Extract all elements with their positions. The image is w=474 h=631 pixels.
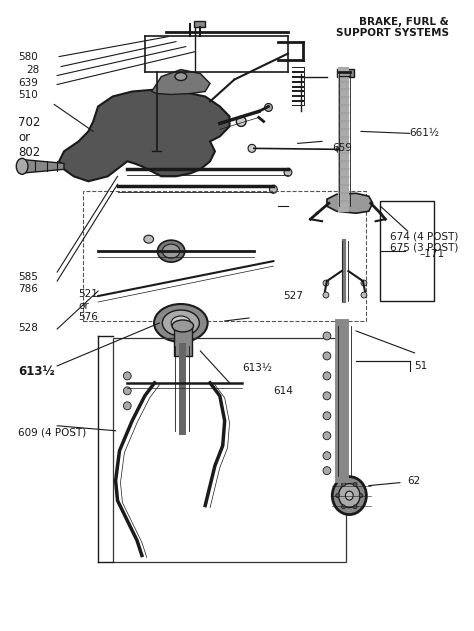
Bar bbox=[381, 201, 434, 301]
Text: 609 (4 POST): 609 (4 POST) bbox=[18, 428, 86, 438]
Text: 613½: 613½ bbox=[242, 363, 272, 373]
Text: 62: 62 bbox=[408, 476, 421, 486]
Bar bbox=[83, 191, 366, 321]
Circle shape bbox=[353, 482, 357, 487]
Circle shape bbox=[359, 493, 363, 498]
Polygon shape bbox=[152, 69, 210, 95]
Text: 51: 51 bbox=[415, 361, 428, 371]
Bar bbox=[113, 338, 346, 562]
Text: SUPPORT SYSTEMS: SUPPORT SYSTEMS bbox=[336, 28, 449, 38]
Polygon shape bbox=[20, 160, 64, 174]
Ellipse shape bbox=[346, 491, 353, 500]
Text: 585: 585 bbox=[18, 272, 38, 282]
Circle shape bbox=[123, 372, 131, 380]
Text: 639: 639 bbox=[18, 78, 38, 88]
Circle shape bbox=[323, 280, 329, 286]
Circle shape bbox=[323, 372, 331, 380]
Text: 702
or
802: 702 or 802 bbox=[18, 117, 41, 160]
Circle shape bbox=[323, 392, 331, 400]
Bar bbox=[174, 326, 191, 356]
Circle shape bbox=[323, 452, 331, 459]
Text: 786: 786 bbox=[18, 284, 38, 294]
Circle shape bbox=[323, 352, 331, 360]
Text: 527: 527 bbox=[283, 291, 303, 301]
Ellipse shape bbox=[338, 483, 360, 507]
Text: 521
or
576: 521 or 576 bbox=[79, 289, 99, 322]
Ellipse shape bbox=[175, 73, 187, 81]
Circle shape bbox=[264, 103, 273, 112]
Ellipse shape bbox=[163, 244, 180, 258]
Circle shape bbox=[248, 144, 256, 152]
Text: 659: 659 bbox=[332, 143, 352, 153]
Circle shape bbox=[323, 332, 331, 340]
Circle shape bbox=[284, 168, 292, 176]
Text: 510: 510 bbox=[18, 90, 38, 100]
Circle shape bbox=[342, 505, 346, 509]
Ellipse shape bbox=[16, 158, 28, 174]
Bar bbox=[193, 21, 205, 27]
Ellipse shape bbox=[332, 476, 366, 514]
Ellipse shape bbox=[163, 310, 200, 336]
Bar bbox=[337, 69, 354, 76]
Circle shape bbox=[342, 482, 346, 487]
Circle shape bbox=[361, 280, 367, 286]
Ellipse shape bbox=[157, 240, 185, 262]
Circle shape bbox=[353, 505, 357, 509]
Circle shape bbox=[323, 292, 329, 298]
Text: 28: 28 bbox=[26, 64, 39, 74]
Polygon shape bbox=[59, 90, 229, 181]
Circle shape bbox=[123, 402, 131, 410]
Text: 661½: 661½ bbox=[410, 129, 440, 138]
Ellipse shape bbox=[171, 316, 191, 330]
Text: 674 (4 POST)
675 (3 POST): 674 (4 POST) 675 (3 POST) bbox=[390, 231, 458, 253]
Circle shape bbox=[361, 292, 367, 298]
Circle shape bbox=[323, 467, 331, 475]
Ellipse shape bbox=[144, 235, 154, 243]
Circle shape bbox=[237, 117, 246, 126]
Text: 528: 528 bbox=[18, 323, 38, 333]
Ellipse shape bbox=[172, 320, 193, 332]
Text: BRAKE, FURL &: BRAKE, FURL & bbox=[359, 16, 449, 27]
Text: 614: 614 bbox=[273, 386, 293, 396]
Circle shape bbox=[123, 387, 131, 395]
Circle shape bbox=[323, 412, 331, 420]
Text: –171: –171 bbox=[419, 249, 445, 259]
Polygon shape bbox=[327, 193, 373, 213]
Circle shape bbox=[336, 493, 339, 498]
Circle shape bbox=[337, 145, 345, 153]
Circle shape bbox=[323, 432, 331, 440]
Circle shape bbox=[269, 186, 277, 193]
Text: 613½: 613½ bbox=[18, 365, 55, 378]
Text: 580: 580 bbox=[18, 52, 38, 62]
Ellipse shape bbox=[154, 304, 208, 342]
